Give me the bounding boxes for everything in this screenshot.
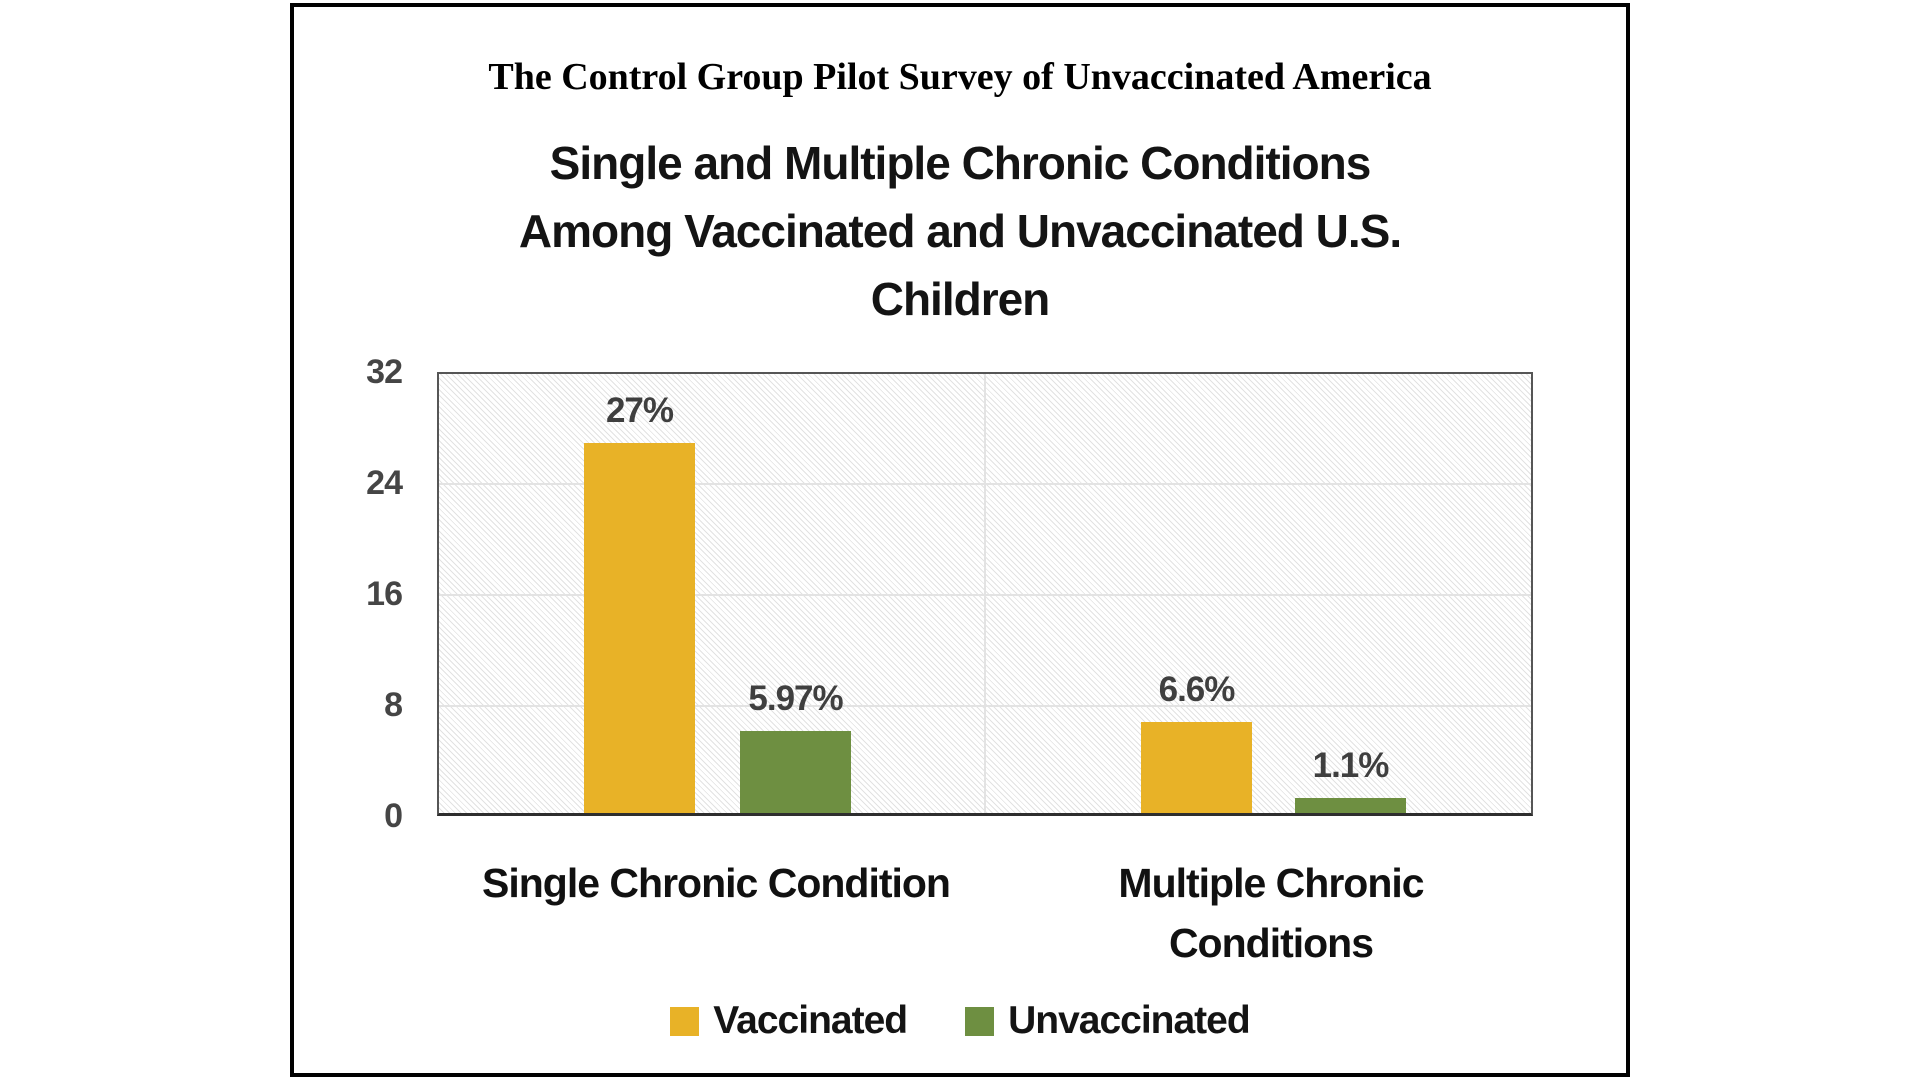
bar-value-label: 6.6% bbox=[1158, 670, 1236, 710]
vaccinated-swatch-icon bbox=[670, 1006, 700, 1036]
chart-legend: Vaccinated Unvaccinated bbox=[294, 999, 1626, 1043]
y-axis-tick-32: 32 bbox=[366, 353, 403, 391]
bar-group-single-unvaccinated: 5.97% bbox=[740, 374, 851, 813]
y-axis-tick-8: 8 bbox=[384, 686, 403, 724]
bar-value-label: 27% bbox=[605, 390, 674, 430]
y-axis-tick-0: 0 bbox=[384, 797, 403, 835]
bar-value-label: 1.1% bbox=[1312, 745, 1390, 785]
survey-header-title: The Control Group Pilot Survey of Unvacc… bbox=[488, 56, 1432, 98]
chart-title-line-1: Single and Multiple Chronic Conditions bbox=[549, 137, 1372, 189]
legend-item-unvaccinated: Unvaccinated bbox=[965, 999, 1251, 1043]
bar-group-multiple-unvaccinated: 1.1% bbox=[1295, 374, 1406, 813]
legend-item-vaccinated: Vaccinated bbox=[670, 999, 908, 1043]
y-axis-tick-16: 16 bbox=[366, 575, 403, 613]
category-label-multiple-chronic-conditions: Multiple Chronic Conditions bbox=[1118, 860, 1424, 966]
legend-label-vaccinated: Vaccinated bbox=[713, 999, 908, 1042]
legend-label-unvaccinated: Unvaccinated bbox=[1008, 999, 1251, 1042]
bar-unvaccinated-multiple bbox=[1295, 797, 1406, 813]
gridline-category-divider bbox=[984, 374, 986, 813]
category-label-single-chronic-condition: Single Chronic Condition bbox=[482, 860, 951, 906]
bar-vaccinated-single bbox=[584, 442, 695, 813]
chart-title: Single and Multiple Chronic Conditions A… bbox=[294, 129, 1626, 333]
bar-group-multiple-vaccinated: 6.6% bbox=[1141, 374, 1252, 813]
plot-area: 27% 5.97% 6.6% 1.1% bbox=[437, 372, 1533, 816]
y-axis-tick-24: 24 bbox=[366, 464, 403, 502]
bar-group-single-vaccinated: 27% bbox=[584, 374, 695, 813]
chart-title-line-3: Children bbox=[870, 273, 1051, 325]
bar-vaccinated-multiple bbox=[1141, 722, 1252, 813]
unvaccinated-swatch-icon bbox=[965, 1006, 995, 1036]
chart-title-line-2: Among Vaccinated and Unvaccinated U.S. bbox=[518, 205, 1402, 257]
chart-frame: The Control Group Pilot Survey of Unvacc… bbox=[290, 3, 1630, 1077]
bar-unvaccinated-single bbox=[740, 731, 851, 813]
bar-value-label: 5.97% bbox=[748, 679, 843, 719]
